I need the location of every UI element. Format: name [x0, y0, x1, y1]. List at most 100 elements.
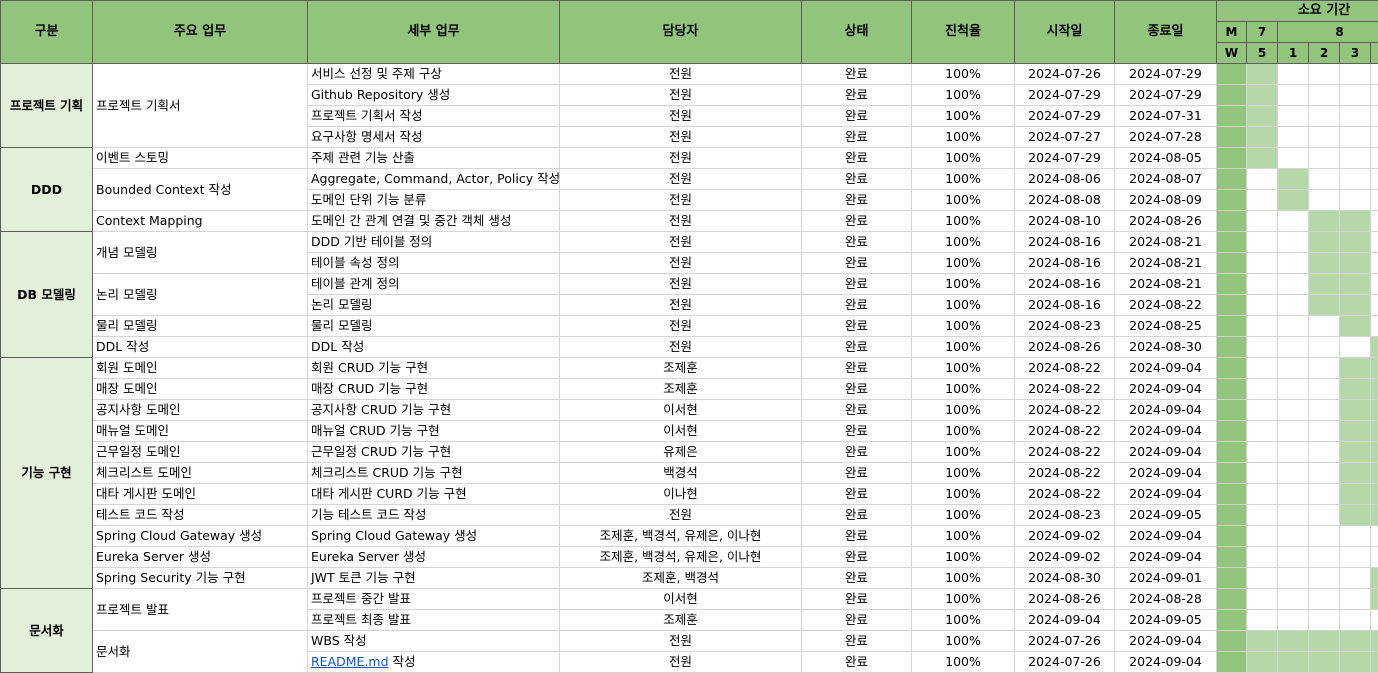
gantt-cell[interactable] [1370, 210, 1378, 232]
end-date-cell[interactable]: 2024-09-04 [1114, 357, 1217, 379]
status-cell[interactable]: 완료 [801, 63, 912, 85]
sub-task-cell[interactable]: JWT 토큰 기능 구현 [307, 567, 560, 589]
gantt-cell[interactable] [1277, 546, 1309, 568]
end-date-cell[interactable]: 2024-08-21 [1114, 252, 1217, 274]
gantt-cell[interactable] [1308, 231, 1340, 253]
owner-cell[interactable]: 유제은 [559, 441, 802, 463]
owner-cell[interactable]: 전원 [559, 336, 802, 358]
gantt-cell[interactable] [1339, 231, 1371, 253]
status-cell[interactable]: 완료 [801, 147, 912, 169]
gantt-cell[interactable] [1308, 630, 1340, 652]
gantt-cell[interactable] [1246, 126, 1278, 148]
end-date-cell[interactable]: 2024-07-29 [1114, 84, 1217, 106]
start-date-cell[interactable]: 2024-07-29 [1014, 84, 1115, 106]
gantt-cell[interactable] [1246, 357, 1278, 379]
progress-cell[interactable]: 100% [911, 84, 1015, 106]
progress-cell[interactable]: 100% [911, 483, 1015, 505]
gantt-cell[interactable] [1339, 483, 1371, 505]
gantt-cell[interactable] [1246, 231, 1278, 253]
gantt-cell[interactable] [1246, 504, 1278, 526]
gantt-cell[interactable] [1308, 105, 1340, 127]
owner-cell[interactable]: 전원 [559, 273, 802, 295]
gantt-cell[interactable] [1308, 63, 1340, 85]
owner-cell[interactable]: 조제훈 [559, 357, 802, 379]
gantt-cell[interactable] [1246, 210, 1278, 232]
gantt-cell[interactable] [1370, 588, 1378, 610]
status-cell[interactable]: 완료 [801, 357, 912, 379]
gantt-cell[interactable] [1370, 378, 1378, 400]
main-task-cell[interactable]: 회원 도메인 [92, 357, 308, 379]
status-cell[interactable]: 완료 [801, 567, 912, 589]
gantt-cell[interactable] [1246, 252, 1278, 274]
main-task-cell[interactable]: 프로젝트 기획서 [92, 63, 308, 148]
start-date-cell[interactable]: 2024-08-22 [1014, 399, 1115, 421]
category-cell[interactable]: DB 모델링 [0, 231, 93, 358]
gantt-cell[interactable] [1246, 336, 1278, 358]
owner-cell[interactable]: 조제훈 [559, 609, 802, 631]
status-cell[interactable]: 완료 [801, 546, 912, 568]
end-date-cell[interactable]: 2024-09-04 [1114, 399, 1217, 421]
gantt-cell[interactable] [1277, 147, 1309, 169]
gantt-cell[interactable] [1277, 378, 1309, 400]
owner-cell[interactable]: 전원 [559, 147, 802, 169]
gantt-cell[interactable] [1246, 588, 1278, 610]
gantt-cell[interactable] [1246, 84, 1278, 106]
status-cell[interactable]: 완료 [801, 105, 912, 127]
main-task-cell[interactable]: Context Mapping [92, 210, 308, 232]
gantt-cell[interactable] [1339, 609, 1371, 631]
week-cell[interactable]: 2 [1308, 42, 1340, 64]
status-cell[interactable]: 완료 [801, 630, 912, 652]
status-cell[interactable]: 완료 [801, 294, 912, 316]
end-date-cell[interactable]: 2024-09-04 [1114, 441, 1217, 463]
owner-cell[interactable]: 전원 [559, 63, 802, 85]
owner-cell[interactable]: 전원 [559, 315, 802, 337]
sub-task-cell[interactable]: 테이블 관계 정의 [307, 273, 560, 295]
owner-cell[interactable]: 백경석 [559, 462, 802, 484]
end-date-cell[interactable]: 2024-09-04 [1114, 630, 1217, 652]
gantt-cell[interactable] [1370, 651, 1378, 673]
gantt-cell[interactable] [1277, 63, 1309, 85]
main-task-cell[interactable]: 물리 모델링 [92, 315, 308, 337]
sub-task-cell[interactable]: 프로젝트 기획서 작성 [307, 105, 560, 127]
gantt-cell[interactable] [1339, 357, 1371, 379]
gantt-cell[interactable] [1370, 84, 1378, 106]
end-date-cell[interactable]: 2024-09-04 [1114, 651, 1217, 673]
sub-task-cell[interactable]: 공지사항 CRUD 기능 구현 [307, 399, 560, 421]
gantt-cell[interactable] [1370, 63, 1378, 85]
end-date-cell[interactable]: 2024-08-25 [1114, 315, 1217, 337]
gantt-cell[interactable] [1370, 231, 1378, 253]
category-cell[interactable]: DDD [0, 147, 93, 232]
status-cell[interactable]: 완료 [801, 525, 912, 547]
gantt-cell[interactable] [1370, 105, 1378, 127]
sub-task-cell[interactable]: 프로젝트 최종 발표 [307, 609, 560, 631]
gantt-cell[interactable] [1339, 126, 1371, 148]
sub-task-cell[interactable]: Github Repository 생성 [307, 84, 560, 106]
sub-task-cell[interactable]: 도메인 단위 기능 분류 [307, 189, 560, 211]
gantt-cell[interactable] [1339, 84, 1371, 106]
progress-cell[interactable]: 100% [911, 441, 1015, 463]
gantt-cell[interactable] [1370, 462, 1378, 484]
main-task-cell[interactable]: Spring Cloud Gateway 생성 [92, 525, 308, 547]
main-task-cell[interactable]: Spring Security 기능 구현 [92, 567, 308, 589]
gantt-cell[interactable] [1277, 168, 1309, 190]
sub-task-cell[interactable]: 테이블 속성 정의 [307, 252, 560, 274]
progress-cell[interactable]: 100% [911, 105, 1015, 127]
end-date-cell[interactable]: 2024-08-07 [1114, 168, 1217, 190]
sub-task-cell[interactable]: 대타 게시판 CURD 기능 구현 [307, 483, 560, 505]
gantt-cell[interactable] [1339, 252, 1371, 274]
gantt-cell[interactable] [1339, 378, 1371, 400]
status-cell[interactable]: 완료 [801, 651, 912, 673]
status-cell[interactable]: 완료 [801, 126, 912, 148]
end-date-cell[interactable]: 2024-08-28 [1114, 588, 1217, 610]
start-date-cell[interactable]: 2024-08-22 [1014, 378, 1115, 400]
month-8[interactable]: 8 [1277, 21, 1378, 43]
start-date-cell[interactable]: 2024-08-06 [1014, 168, 1115, 190]
gantt-cell[interactable] [1339, 315, 1371, 337]
owner-cell[interactable]: 전원 [559, 294, 802, 316]
gantt-cell[interactable] [1308, 546, 1340, 568]
gantt-cell[interactable] [1277, 231, 1309, 253]
main-task-cell[interactable]: 이벤트 스토밍 [92, 147, 308, 169]
main-task-cell[interactable]: 테스트 코드 작성 [92, 504, 308, 526]
start-date-cell[interactable]: 2024-09-04 [1014, 609, 1115, 631]
gantt-cell[interactable] [1277, 441, 1309, 463]
